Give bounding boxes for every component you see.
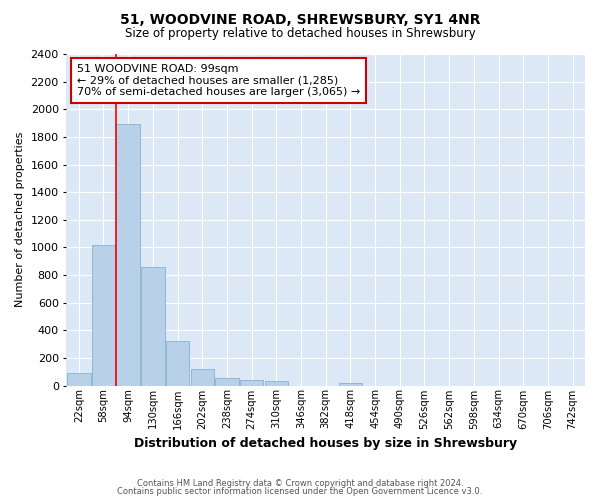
Bar bbox=[338, 383, 362, 386]
Text: 51 WOODVINE ROAD: 99sqm
← 29% of detached houses are smaller (1,285)
70% of semi: 51 WOODVINE ROAD: 99sqm ← 29% of detache… bbox=[77, 64, 360, 97]
Text: Contains HM Land Registry data © Crown copyright and database right 2024.: Contains HM Land Registry data © Crown c… bbox=[137, 478, 463, 488]
Bar bbox=[116, 124, 140, 386]
Text: Size of property relative to detached houses in Shrewsbury: Size of property relative to detached ho… bbox=[125, 28, 475, 40]
Bar bbox=[265, 382, 288, 386]
Bar bbox=[240, 380, 263, 386]
Bar bbox=[67, 373, 91, 386]
Text: 51, WOODVINE ROAD, SHREWSBURY, SY1 4NR: 51, WOODVINE ROAD, SHREWSBURY, SY1 4NR bbox=[120, 12, 480, 26]
Bar bbox=[141, 266, 164, 386]
Bar bbox=[166, 342, 189, 386]
Y-axis label: Number of detached properties: Number of detached properties bbox=[15, 132, 25, 308]
Text: Contains public sector information licensed under the Open Government Licence v3: Contains public sector information licen… bbox=[118, 487, 482, 496]
Bar bbox=[92, 244, 115, 386]
X-axis label: Distribution of detached houses by size in Shrewsbury: Distribution of detached houses by size … bbox=[134, 437, 517, 450]
Bar bbox=[191, 369, 214, 386]
Bar bbox=[215, 378, 239, 386]
